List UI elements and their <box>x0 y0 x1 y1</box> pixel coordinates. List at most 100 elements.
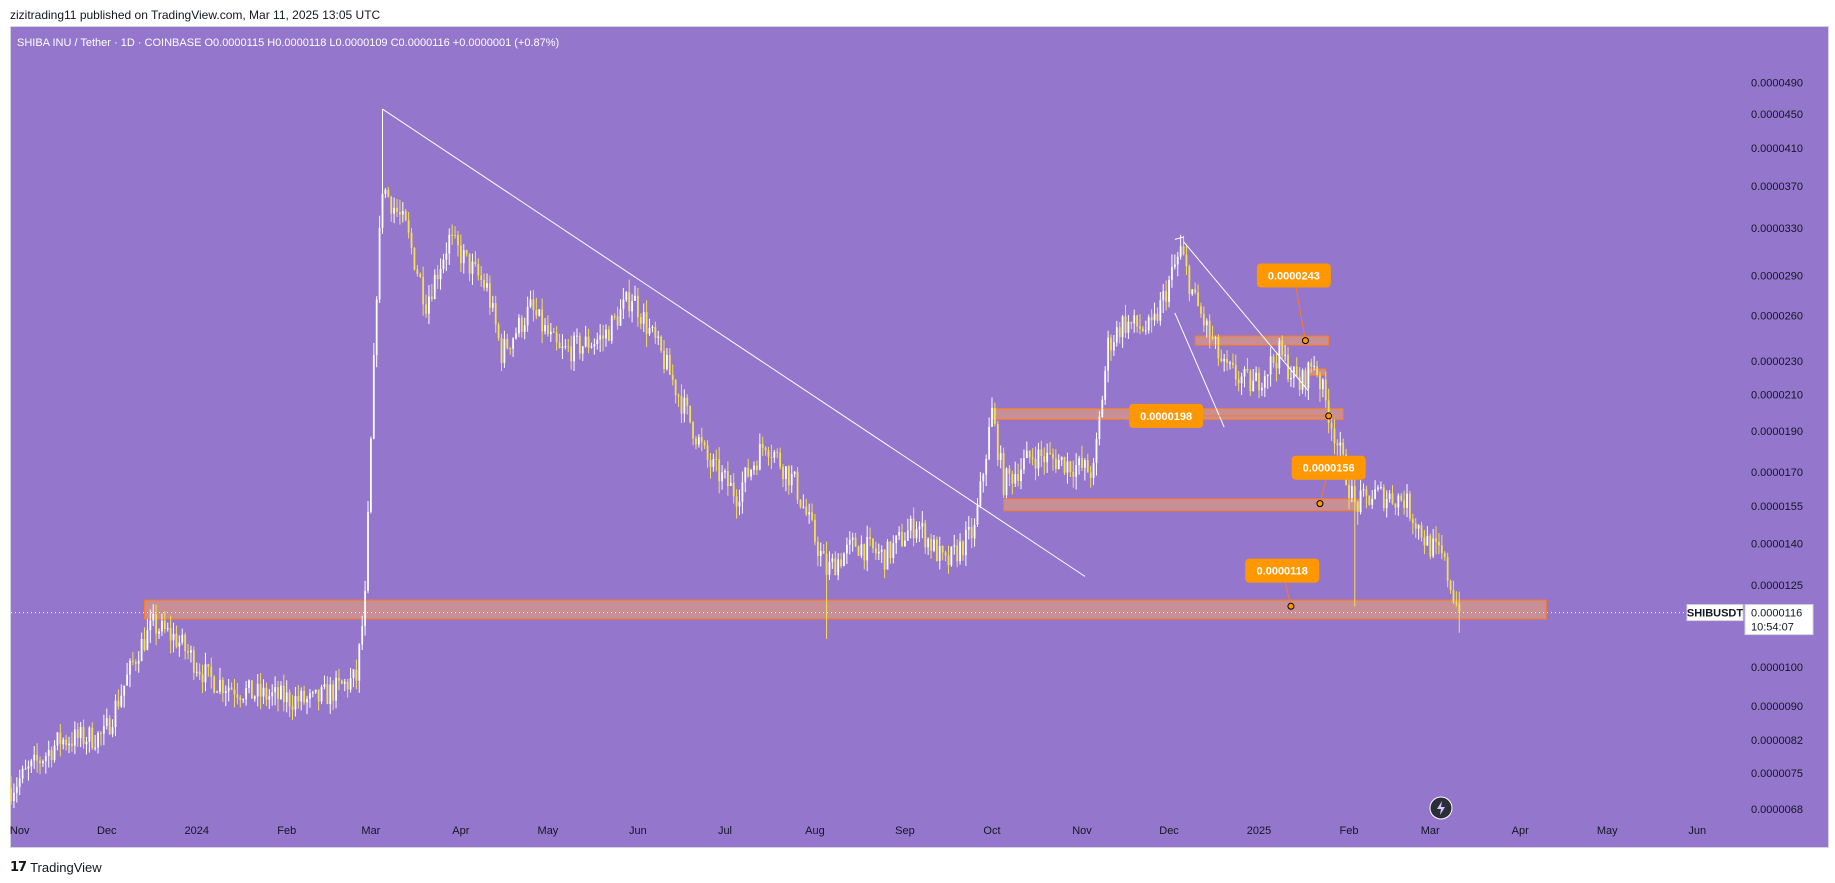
candle-body <box>1301 370 1304 390</box>
candle-body <box>964 529 967 556</box>
candle-body <box>282 685 285 703</box>
candle-body <box>201 674 204 683</box>
candle-body <box>805 506 808 515</box>
candle-body <box>555 332 558 343</box>
candle-body <box>909 518 912 531</box>
candle-body <box>1443 553 1446 558</box>
candle-body <box>793 471 796 475</box>
candle-body <box>76 729 79 738</box>
candle-body <box>564 346 567 348</box>
candle-body <box>1075 465 1078 477</box>
y-tick-label: 0.0000100 <box>1751 662 1803 674</box>
y-tick-label: 0.0000290 <box>1751 271 1803 283</box>
trendline <box>1183 241 1309 392</box>
x-tick-label: Nov <box>10 825 30 837</box>
candle-body <box>1005 468 1008 496</box>
candle-body <box>1275 362 1278 369</box>
annotation-dot <box>1287 602 1295 610</box>
candle-body <box>529 299 532 307</box>
candle-body <box>56 732 59 746</box>
candle-body <box>375 299 378 355</box>
price-chart[interactable]: 0.0000490 0.0000450 0.0000410 0.0000370 0.00… <box>0 0 1835 848</box>
candle-body <box>181 634 184 643</box>
y-tick-label: 0.0000125 <box>1751 580 1803 592</box>
candle-body <box>13 792 15 802</box>
candle-body <box>741 482 744 502</box>
candle-body <box>761 443 764 448</box>
candle-body <box>1150 317 1153 321</box>
candle-body <box>1118 327 1121 338</box>
candle-body <box>1243 368 1246 377</box>
candle-body <box>100 732 102 734</box>
candle-body <box>1438 541 1440 546</box>
candle-body <box>1310 362 1313 367</box>
candle-body <box>578 335 581 354</box>
candle-body <box>880 549 883 552</box>
candle-body <box>1350 486 1353 498</box>
candle-body <box>985 459 988 475</box>
candle-body <box>822 551 825 554</box>
candle-body <box>1403 500 1406 508</box>
candle-body <box>1182 246 1185 255</box>
published-info: zizitrading11 published on TradingView.c… <box>10 8 381 22</box>
candle-body <box>340 680 343 684</box>
candle-body <box>796 471 799 500</box>
candle-body <box>628 292 631 312</box>
candle-body <box>602 335 604 339</box>
candle-body <box>33 754 36 761</box>
candle-body <box>1037 449 1040 469</box>
tradingview-logo[interactable]: 17 TradingView <box>10 860 102 875</box>
candle-body <box>1112 342 1115 351</box>
candle-body <box>1002 452 1005 496</box>
candle-body <box>468 253 471 274</box>
lightning-icon[interactable] <box>1429 796 1453 820</box>
candle-body <box>1388 493 1391 500</box>
candle-body <box>726 471 729 486</box>
candle-body <box>358 644 361 681</box>
candle-body <box>158 631 160 634</box>
candle-body <box>660 336 663 351</box>
candle-body <box>1011 473 1014 484</box>
candle-body <box>857 546 860 556</box>
y-tick-label: 0.0000410 <box>1751 143 1803 155</box>
candle-body <box>872 538 874 549</box>
candle-body <box>689 405 692 423</box>
y-tick-label: 0.0000230 <box>1751 356 1803 368</box>
candle-body <box>1414 523 1417 529</box>
zone-rect <box>1003 498 1362 512</box>
candle-body <box>1185 254 1188 267</box>
symbol-ohlc-line: SHIBA INU / Tether · 1D · COINBASE O0.00… <box>17 37 560 49</box>
y-tick-label: 0.0000490 <box>1751 78 1803 90</box>
candle-body <box>36 754 39 761</box>
candle-body <box>610 316 613 341</box>
candle-body <box>883 549 886 570</box>
candle-body <box>442 259 445 270</box>
candle-body <box>108 718 111 735</box>
candle-body <box>1292 366 1295 378</box>
candle-body <box>544 325 546 332</box>
candle-body <box>155 613 158 634</box>
candle-body <box>488 283 491 308</box>
candle-body <box>407 220 410 233</box>
candle-body <box>1089 472 1092 479</box>
candle-body <box>1121 316 1124 338</box>
candle-body <box>1258 372 1260 391</box>
candle-body <box>44 756 47 762</box>
candle-body <box>198 671 201 675</box>
candle-body <box>178 642 181 647</box>
candle-body <box>410 232 413 248</box>
last-price-tag: SHIBUSDT 0.0000116 10:54:07 <box>1686 604 1814 636</box>
chart-frame[interactable]: SHIBA INU / Tether · 1D · COINBASE O0.00… <box>10 26 1829 848</box>
candle-body <box>210 666 213 677</box>
candle-body <box>605 329 607 339</box>
candle-body <box>764 447 767 451</box>
candle-body <box>102 725 105 734</box>
candle-body <box>631 300 634 312</box>
candle-body <box>938 546 941 561</box>
candle-body <box>355 669 358 681</box>
candle-body <box>259 683 262 697</box>
candle-body <box>161 620 163 632</box>
candle-body <box>1281 340 1284 356</box>
candle-body <box>811 512 813 520</box>
candle-body <box>303 690 306 703</box>
